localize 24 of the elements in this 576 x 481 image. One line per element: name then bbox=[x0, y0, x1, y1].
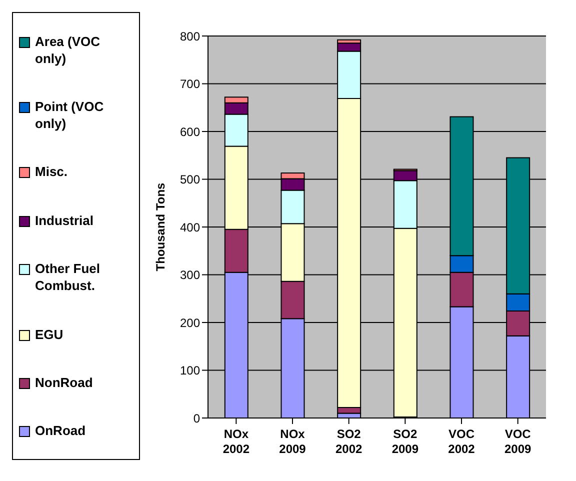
legend-label: NonRoad bbox=[35, 374, 94, 391]
legend-label: EGU bbox=[35, 326, 64, 343]
y-tick-label: 700 bbox=[180, 77, 200, 92]
y-tick-label: 600 bbox=[180, 124, 200, 139]
y-tick-label: 300 bbox=[180, 268, 200, 282]
legend-label: Point (VOC only) bbox=[35, 98, 105, 132]
y-tick-label: 200 bbox=[180, 316, 200, 330]
x-tick-label: NOx 2002 bbox=[222, 427, 250, 456]
x-tick-label: NOx 2009 bbox=[279, 427, 306, 456]
y-tick-label: 400 bbox=[180, 220, 200, 234]
legend-label: Other Fuel Combust. bbox=[35, 260, 102, 294]
y-axis-title: Thousand Tons bbox=[153, 182, 168, 272]
legend-label: Misc. bbox=[35, 163, 69, 180]
y-tick-label: 500 bbox=[180, 172, 200, 187]
x-tick-label: VOC 2002 bbox=[448, 427, 476, 456]
x-tick-label: SO2 2002 bbox=[335, 427, 363, 456]
y-tick-label: 800 bbox=[180, 29, 200, 44]
y-tick-label: 0 bbox=[193, 411, 200, 426]
x-tick-label: VOC 2009 bbox=[504, 427, 532, 456]
legend-label: Industrial bbox=[35, 212, 95, 229]
y-tick-label: 100 bbox=[180, 364, 200, 378]
legend-label: OnRoad bbox=[35, 422, 87, 440]
x-tick-label: SO2 2009 bbox=[392, 427, 419, 456]
legend-label: Area (VOC only) bbox=[35, 32, 102, 67]
